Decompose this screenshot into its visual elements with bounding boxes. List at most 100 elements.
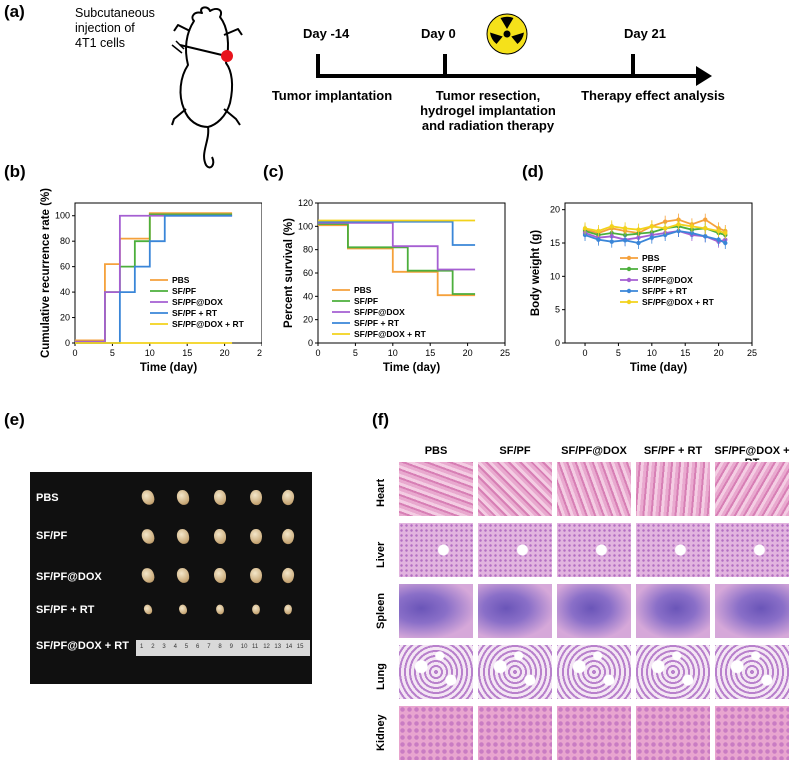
legend-label: SF/PF + RT (354, 318, 400, 328)
y-tick-label: 0 (65, 338, 70, 348)
x-tick-label: 5 (110, 348, 115, 358)
legend-label: PBS (642, 253, 660, 263)
data-point (676, 228, 681, 234)
data-point (622, 226, 628, 231)
x-tick-label: 10 (647, 348, 657, 358)
ruler: 1 2 3 4 5 6 7 8 9 10 11 12 13 14 15 (136, 640, 310, 656)
data-point (703, 234, 708, 239)
histology-image (714, 583, 790, 639)
x-tick-label: 0 (72, 348, 77, 358)
data-point (582, 232, 588, 238)
legend-label: SF/PF + RT (642, 286, 688, 296)
tumor-sample (251, 604, 261, 615)
ruler-number: 10 (240, 644, 248, 650)
x-axis-label: Time (day) (383, 362, 440, 374)
panel-label-d: (d) (522, 162, 544, 181)
ruler-number: 4 (173, 644, 177, 650)
tumor-sample (142, 603, 154, 616)
histology-image (398, 461, 474, 517)
legend-marker (626, 299, 632, 305)
series-line-1 (318, 223, 476, 295)
y-tick-label: 40 (303, 291, 313, 301)
data-point (689, 224, 695, 229)
x-tick-label: 15 (182, 348, 192, 358)
tumor-sample (213, 567, 227, 584)
histology-row-label: Spleen (375, 592, 387, 629)
y-tick-label: 15 (550, 238, 560, 248)
ruler-number: 2 (151, 644, 155, 650)
panel-label-f: (f) (372, 410, 389, 429)
photo-group-sfpf: SF/PF (36, 530, 68, 542)
histology-image (635, 644, 711, 700)
y-tick-label: 60 (60, 262, 70, 272)
y-tick-label: 20 (303, 315, 313, 325)
data-point (716, 228, 721, 234)
histology-image (398, 583, 474, 639)
histology-image (556, 644, 632, 700)
histology-image (714, 705, 790, 761)
series-line-3 (318, 220, 476, 246)
histology-image (556, 522, 632, 578)
tumor-sample (140, 566, 156, 585)
ruler-number: 6 (196, 644, 200, 650)
tumor-sample (280, 488, 296, 507)
x-axis-label: Time (day) (140, 362, 197, 374)
x-tick-label: 20 (220, 348, 230, 358)
histology-row-label: Lung (375, 663, 387, 690)
legend-marker (626, 255, 632, 261)
data-point (676, 222, 681, 227)
legend-label: SF/PF@DOX (354, 307, 405, 317)
histology-row-label: Heart (375, 478, 387, 507)
injection-line-1: Subcutaneous (75, 6, 155, 20)
tumor-sample (176, 567, 190, 584)
histology-column-header: PBS (424, 445, 448, 457)
histology-row-label: Liver (375, 541, 387, 568)
series-line-2 (318, 221, 476, 271)
histology-image (714, 644, 790, 700)
timeline-desc-resection-line1: Tumor resection, (435, 88, 541, 103)
y-tick-label: 80 (60, 236, 70, 246)
tumor-sample (176, 528, 190, 545)
ruler-number: 12 (263, 644, 270, 650)
data-point (662, 232, 668, 238)
timeline-desc-analysis-line: Therapy effect analysis (581, 88, 725, 103)
timeline-desc-resection: Tumor resection, hydrogel implantation a… (408, 88, 568, 133)
legend-label: SF/PF@DOX (172, 297, 223, 307)
legend-label: SF/PF@DOX (642, 275, 693, 285)
legend-label: SF/PF (172, 286, 196, 296)
tumor-sample (216, 604, 224, 615)
tumor-sample (140, 527, 156, 546)
histology-image (398, 705, 474, 761)
x-tick-label: 10 (388, 348, 398, 358)
timeline (316, 13, 712, 86)
y-axis-label: Body weight (g) (530, 230, 542, 316)
legend-label: SF/PF@DOX + RT (642, 297, 715, 307)
chart-survival: 0 5 10 15 20 25 0 20 40 60 80 100 120 Time (day) Perce… (283, 198, 510, 374)
histology-column-header: SF/PF@DOX (561, 445, 627, 457)
data-point (662, 226, 668, 231)
histology-column-header: SF/PF + RT (643, 445, 703, 457)
data-point (723, 240, 728, 246)
x-tick-label: 20 (463, 348, 473, 358)
photo-group-pbs: PBS (36, 492, 59, 504)
ruler-number: 9 (229, 644, 233, 650)
injection-line-2: injection of (75, 21, 135, 35)
series-line-3 (75, 214, 233, 344)
tumor-sample (176, 489, 190, 506)
histology-image (635, 461, 711, 517)
data-point (609, 224, 614, 229)
histology-image (477, 461, 553, 517)
histology-image (635, 583, 711, 639)
y-tick-label: 120 (298, 198, 313, 208)
ruler-number: 13 (274, 644, 282, 650)
x-tick-label: 0 (315, 348, 320, 358)
series-line-4 (584, 223, 726, 234)
tumor-sample (140, 488, 156, 507)
data-point (649, 224, 655, 229)
x-tick-label: 25 (747, 348, 757, 358)
x-tick-label: 0 (583, 348, 588, 358)
histology-image (398, 522, 474, 578)
injection-line-3: 4T1 cells (75, 36, 126, 50)
tumor-sample (213, 489, 227, 506)
timeline-desc-implant: Tumor implantation (262, 88, 402, 103)
